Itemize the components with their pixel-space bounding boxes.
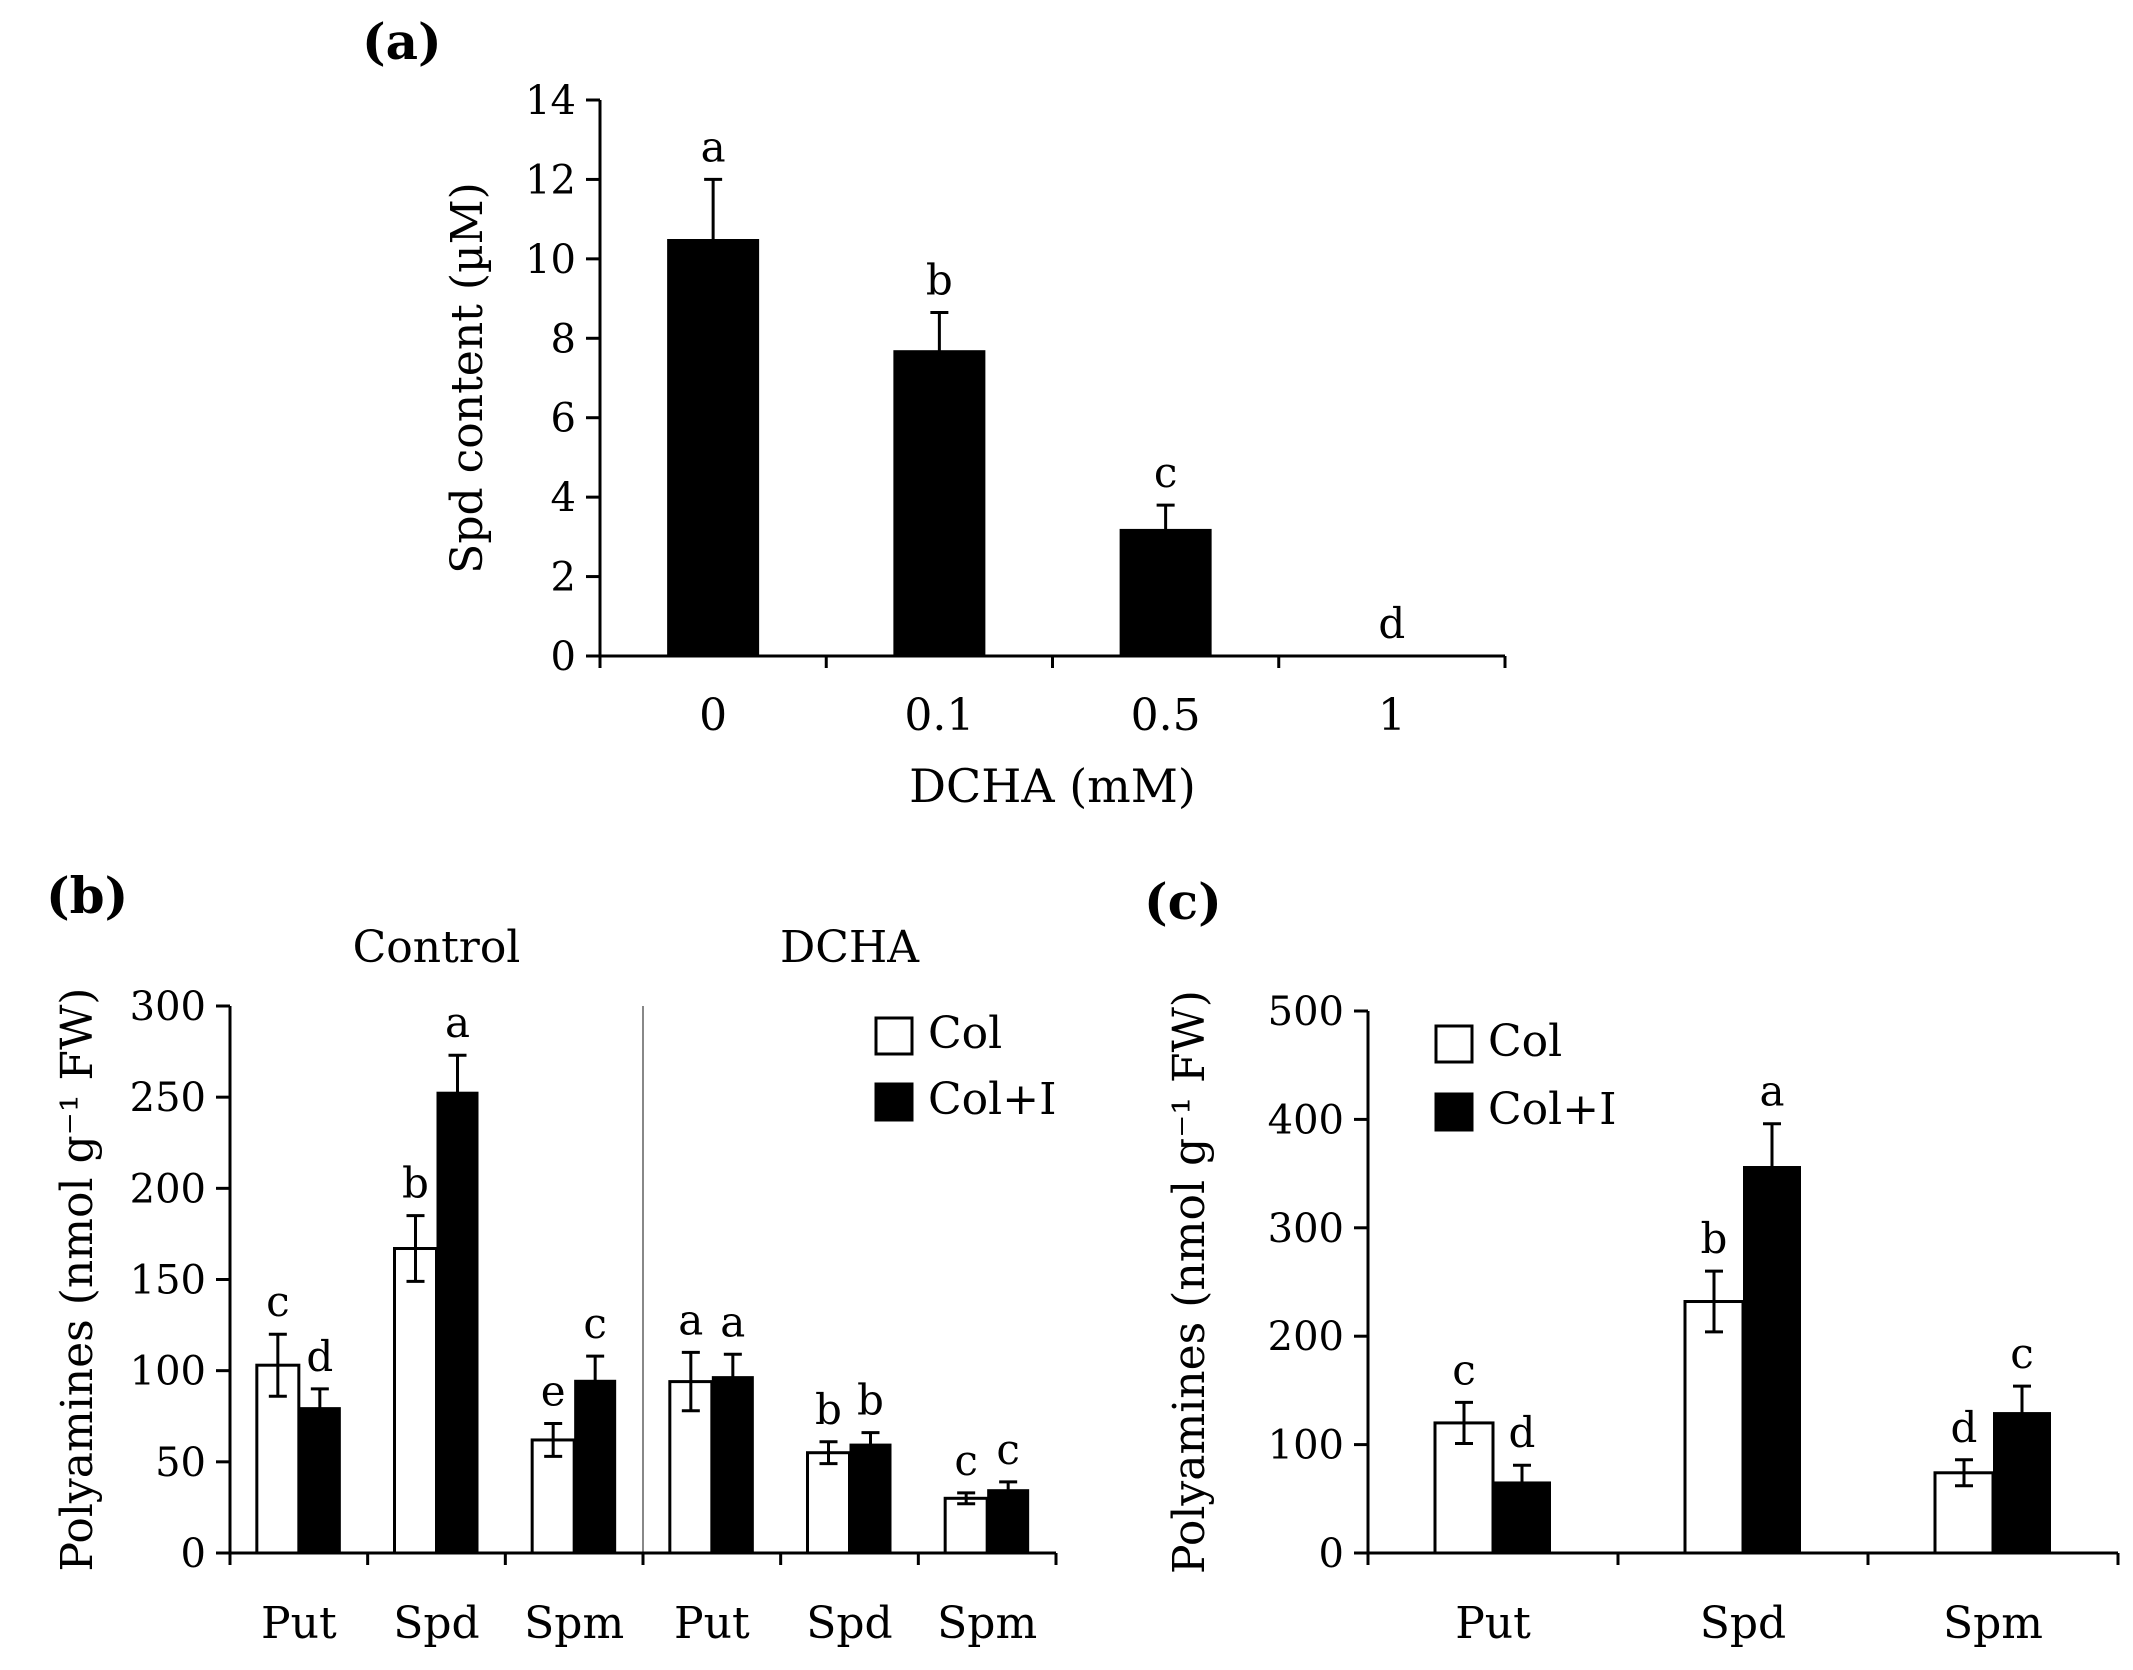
legend-swatch	[874, 1016, 914, 1056]
bar-b-2-1	[574, 1379, 617, 1553]
sig-letter: c	[1452, 1345, 1476, 1394]
category-label: Spd	[393, 1598, 479, 1649]
category-label: Spm	[937, 1598, 1037, 1649]
bar-b-0-1	[298, 1407, 341, 1553]
x-axis-label: DCHA (mM)	[909, 759, 1196, 813]
y-tick-label: 150	[130, 1258, 206, 1304]
category-label: Put	[261, 1598, 337, 1649]
bar-a-0-0	[667, 239, 760, 656]
sig-letter: a	[445, 998, 470, 1047]
y-tick-label: 50	[155, 1440, 206, 1486]
legend-label: Col	[928, 1008, 1002, 1059]
bar-b-1-0	[393, 1247, 438, 1555]
sig-letter: b	[1701, 1214, 1728, 1263]
sig-letter: a	[720, 1297, 745, 1346]
sig-letter: c	[2010, 1329, 2034, 1378]
sig-letter: d	[1951, 1403, 1978, 1452]
y-tick-label: 100	[1268, 1423, 1344, 1469]
y-axis-label: Spd content (µM)	[442, 182, 493, 574]
y-tick-label: 500	[1268, 989, 1344, 1035]
chart-a: a b c d 0 2 4 6 8 10 12 14 0 0.1 0.5 1 DCHA (mM) Spd cont…	[442, 78, 1507, 813]
sig-letter: b	[926, 255, 953, 304]
bar-b-2-0	[530, 1438, 576, 1555]
sig-letter: c	[996, 1425, 1020, 1474]
y-tick-label: 10	[525, 237, 576, 283]
category-label: Spd	[1700, 1598, 1786, 1649]
bar-b-5-1	[987, 1489, 1030, 1553]
bar-a-1-0	[893, 350, 986, 656]
sig-letter: c	[1154, 448, 1178, 497]
bar-b-1-1	[436, 1091, 479, 1553]
y-tick-label: 14	[525, 78, 576, 124]
category-label: Put	[674, 1598, 750, 1649]
category-label: Put	[1455, 1598, 1531, 1649]
chart-c: c b d d a c 0 100 200 300 400 500 Put Spd Spm Polyamine…	[1164, 989, 2120, 1649]
y-tick-label: 100	[130, 1349, 206, 1395]
legend-label: Col+I	[928, 1074, 1056, 1125]
legend-label: Col	[1488, 1016, 1562, 1067]
sig-letter: a	[678, 1295, 703, 1344]
y-tick-label: 200	[1268, 1314, 1344, 1360]
category-label: Spm	[524, 1598, 624, 1649]
sig-letter: d	[1509, 1408, 1536, 1457]
category-label: 0.5	[1131, 690, 1201, 741]
y-tick-label: 300	[1268, 1206, 1344, 1252]
legend-swatch	[1434, 1092, 1474, 1132]
sig-letter: b	[857, 1376, 884, 1425]
y-axis-label: Polyamines (nmol g⁻¹ FW)	[1164, 990, 1215, 1574]
y-axis-label: Polyamines (nmol g⁻¹ FW)	[52, 988, 103, 1572]
legend-swatch	[1434, 1024, 1474, 1064]
sig-letter: c	[266, 1277, 290, 1326]
y-tick-label: 250	[130, 1075, 206, 1121]
sig-letter: c	[583, 1299, 607, 1348]
sig-letter: b	[402, 1159, 429, 1208]
category-label: Spd	[806, 1598, 892, 1649]
bar-b-4-0	[806, 1451, 851, 1555]
panel-a-label: (a)	[362, 12, 442, 71]
legend-swatch	[874, 1082, 914, 1122]
bar-b-3-1	[711, 1376, 754, 1553]
category-label: 1	[1378, 690, 1406, 741]
sig-letter: d	[306, 1332, 333, 1381]
sig-letter: d	[1378, 599, 1405, 648]
category-label: 0	[699, 690, 727, 741]
y-tick-label: 0	[181, 1531, 206, 1577]
sig-letter: a	[1759, 1067, 1784, 1116]
category-label: Spm	[1943, 1598, 2043, 1649]
y-tick-label: 0	[1319, 1531, 1344, 1577]
group-header: DCHA	[780, 922, 920, 973]
bar-b-4-1	[849, 1443, 892, 1553]
y-tick-label: 2	[551, 555, 576, 601]
y-tick-label: 300	[130, 984, 206, 1030]
group-header: Control	[353, 922, 521, 973]
panel-b-label: (b)	[46, 866, 129, 925]
y-tick-label: 6	[551, 396, 576, 442]
bar-c-1-1	[1743, 1166, 1801, 1553]
y-tick-label: 0	[551, 634, 576, 680]
legend-label: Col+I	[1488, 1084, 1616, 1135]
y-tick-label: 8	[551, 316, 576, 362]
y-tick-label: 400	[1268, 1097, 1344, 1143]
panel-c-label: (c)	[1144, 872, 1222, 931]
bar-b-5-0	[943, 1496, 989, 1555]
category-label: 0.1	[904, 690, 974, 741]
sig-letter: e	[541, 1367, 566, 1416]
sig-letter: a	[701, 122, 726, 171]
y-tick-label: 200	[130, 1166, 206, 1212]
sig-letter: c	[954, 1436, 978, 1485]
bar-c-1-0	[1683, 1300, 1745, 1555]
sig-letter: b	[815, 1385, 842, 1434]
y-tick-label: 12	[525, 157, 576, 203]
y-tick-label: 4	[551, 475, 576, 521]
